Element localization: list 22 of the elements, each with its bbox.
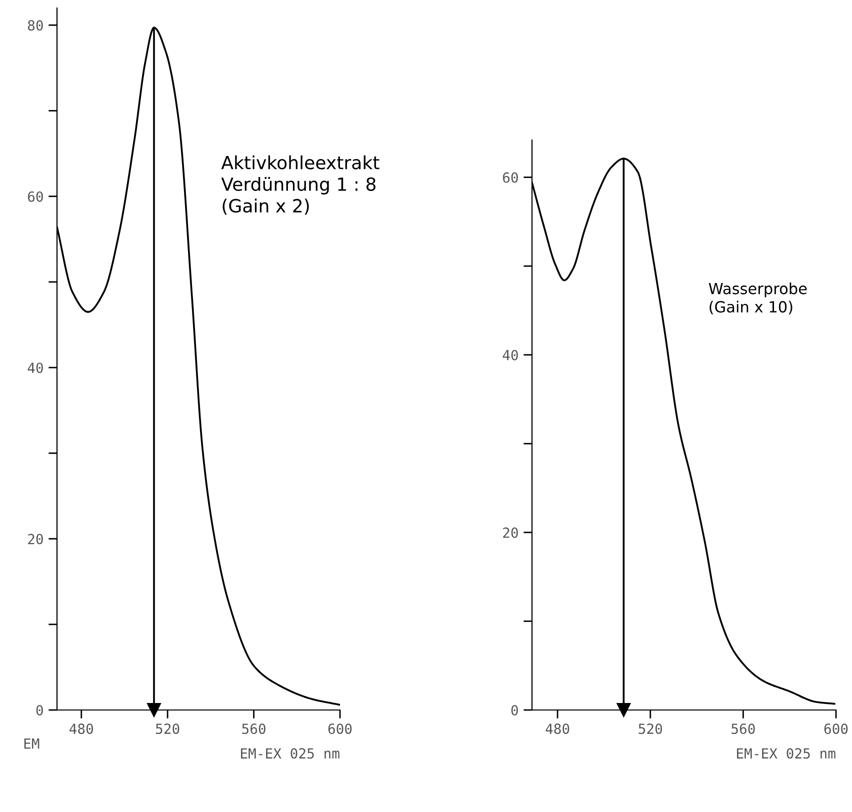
x-tick-label: 560 — [732, 724, 755, 734]
y-tick-label: 40 — [502, 350, 518, 360]
y-tick-label: 20 — [28, 534, 43, 544]
y-tick-label: 60 — [28, 191, 43, 202]
x-tick-label: 520 — [156, 724, 180, 734]
y-tick-label: 20 — [503, 527, 518, 538]
y-tick-label: 60 — [502, 172, 518, 183]
x-tick-label: 520 — [638, 724, 662, 734]
x-tick-label: 600 — [328, 724, 352, 734]
x-axis-title: EM-EX 025 nm — [241, 748, 340, 759]
text: EM — [24, 738, 40, 749]
annotation: Aktivkohleextrakt Verdünnung 1 : 8 (Gain x 2) — [221, 155, 380, 215]
x-axis-title: EM-EX 025 nm — [737, 748, 836, 759]
y-tick-label: 0 — [36, 705, 43, 716]
x-tick-label: 600 — [824, 724, 848, 734]
y-tick-label: 40 — [28, 362, 43, 374]
y-tick-label: 80 — [28, 20, 43, 31]
x-tick-label: 560 — [242, 724, 266, 734]
annotation: Wasserprobe (Gain x 10) — [708, 282, 807, 314]
x-tick-label: 480 — [70, 724, 93, 734]
y-tick-label: 0 — [511, 705, 518, 716]
x-tick-label: 480 — [546, 724, 570, 734]
